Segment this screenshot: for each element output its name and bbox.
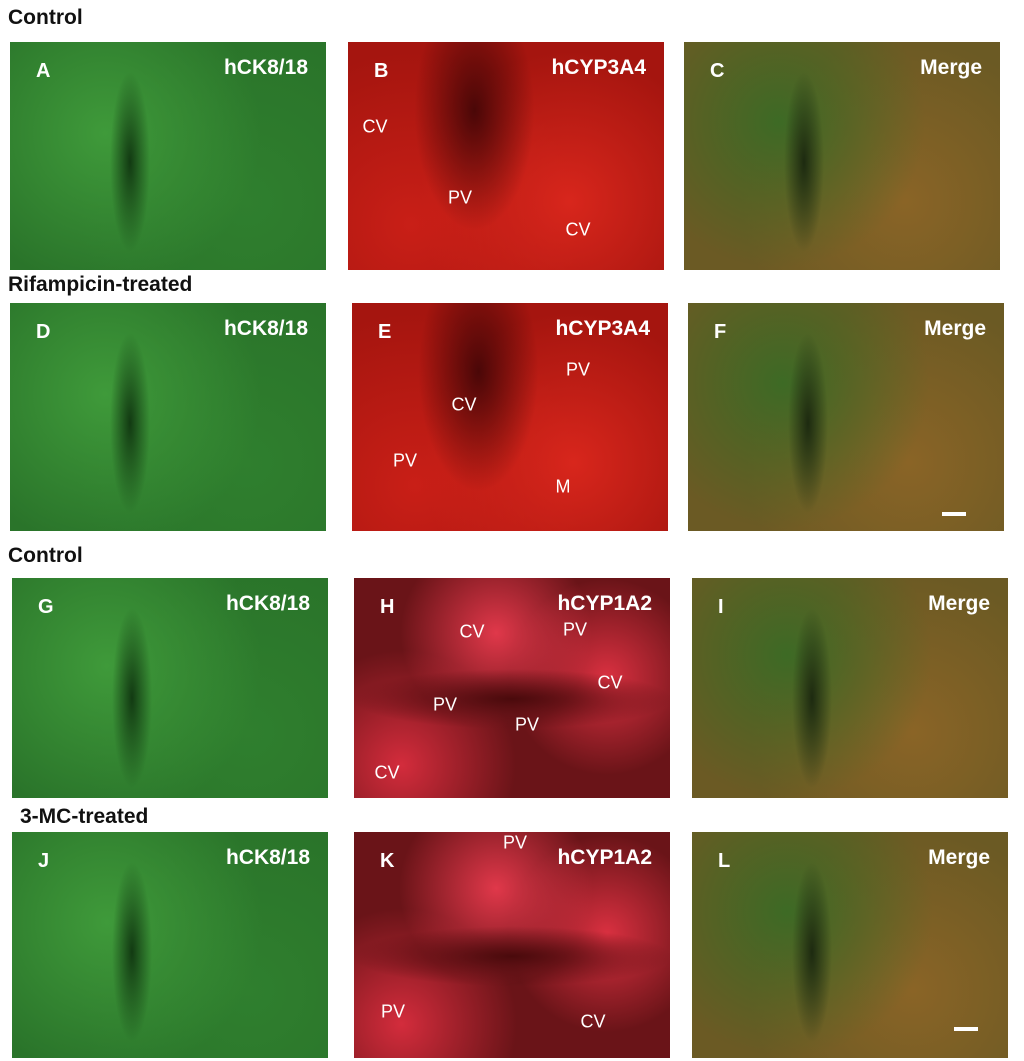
- region-label: CV: [374, 762, 400, 783]
- panel-letter: K: [380, 850, 395, 872]
- panel-letter: F: [714, 321, 727, 343]
- region-label: PV: [562, 619, 588, 640]
- region-label: PV: [514, 714, 540, 735]
- stain-label: Merge: [928, 592, 990, 615]
- region-label: PV: [502, 832, 528, 853]
- section-title: Control: [8, 544, 83, 567]
- panel-letter: E: [378, 321, 392, 343]
- stain-label: hCYP1A2: [557, 592, 652, 615]
- region-label: CV: [362, 116, 388, 137]
- region-label: M: [555, 476, 571, 497]
- panel: I Merge: [692, 578, 1008, 798]
- section-title: Control: [8, 6, 83, 29]
- region-label: CV: [580, 1011, 606, 1032]
- stain-label: hCK8/18: [223, 317, 308, 340]
- scale-bar: [942, 512, 966, 516]
- panel-letter: L: [718, 850, 731, 872]
- stain-label: Merge: [924, 317, 986, 340]
- stain-label: hCK8/18: [223, 56, 308, 79]
- section-title: 3-MC-treated: [20, 805, 149, 828]
- panel-letter: D: [36, 321, 51, 343]
- panel-letter: C: [710, 60, 725, 82]
- panel: F Merge: [688, 303, 1004, 531]
- region-label: PV: [432, 694, 458, 715]
- stain-label: Merge: [928, 846, 990, 869]
- stain-label: hCYP1A2: [557, 846, 652, 869]
- panel-letter: H: [380, 596, 395, 618]
- region-label: CV: [597, 672, 623, 693]
- panel-letter: G: [38, 596, 54, 618]
- region-label: PV: [392, 450, 418, 471]
- region-label: PV: [565, 359, 591, 380]
- region-label: CV: [565, 219, 591, 240]
- panel: L Merge: [692, 832, 1008, 1058]
- stain-label: hCYP3A4: [555, 317, 650, 340]
- panel-letter: B: [374, 60, 389, 82]
- stain-label: hCK8/18: [225, 846, 310, 869]
- region-label: PV: [380, 1001, 406, 1022]
- region-label: PV: [447, 187, 473, 208]
- panel-letter: I: [718, 596, 724, 618]
- region-label: CV: [451, 394, 477, 415]
- stain-label: hCK8/18: [225, 592, 310, 615]
- stain-label: hCYP3A4: [551, 56, 646, 79]
- panel-letter: J: [38, 850, 50, 872]
- region-label: CV: [459, 621, 485, 642]
- panel-letter: A: [36, 60, 51, 82]
- panel: C Merge: [684, 42, 1000, 270]
- section-title: Rifampicin-treated: [8, 273, 193, 296]
- scale-bar: [954, 1027, 978, 1031]
- stain-label: Merge: [920, 56, 982, 79]
